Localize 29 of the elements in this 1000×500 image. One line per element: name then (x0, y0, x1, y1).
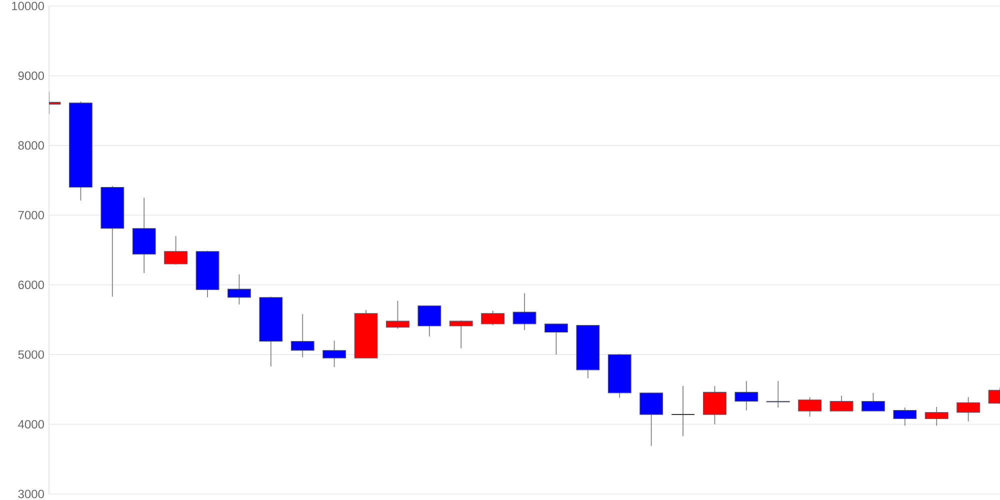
candlestick (956, 396, 980, 422)
y-tick-label: 7000 (18, 210, 44, 220)
candlestick (862, 392, 885, 412)
y-tick-label: 3000 (18, 490, 44, 498)
candlestick (766, 380, 790, 408)
candlestick (322, 340, 346, 368)
y-tick-label: 6000 (18, 280, 44, 290)
candlestick (418, 305, 442, 337)
y-tick-label: 10000 (12, 2, 44, 10)
y-tick-label: 8000 (18, 141, 44, 150)
candlestick (640, 392, 664, 446)
candlestick (924, 406, 948, 426)
candlestick (164, 236, 188, 266)
y-tick-label: 9000 (18, 71, 44, 80)
candlestick (830, 395, 854, 412)
candlestick (544, 323, 568, 356)
candlestick (893, 407, 917, 426)
candlestick (734, 380, 758, 411)
candlestick (386, 300, 410, 330)
candlestick (671, 385, 695, 437)
y-tick-label: 4000 (18, 420, 44, 429)
candlestick (512, 292, 536, 331)
y-tick-label: 5000 (18, 350, 44, 359)
candlestick (290, 314, 314, 358)
candlestick (798, 396, 822, 418)
candlestick (227, 274, 251, 305)
candlestick (449, 320, 473, 349)
candlestick (481, 310, 505, 326)
candlestick (703, 385, 726, 425)
